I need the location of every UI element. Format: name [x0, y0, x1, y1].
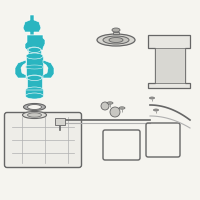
Ellipse shape	[97, 34, 135, 46]
Polygon shape	[148, 35, 190, 88]
Ellipse shape	[154, 109, 158, 111]
Polygon shape	[155, 48, 185, 83]
Ellipse shape	[27, 47, 41, 53]
Ellipse shape	[28, 53, 41, 58]
Ellipse shape	[150, 97, 154, 99]
Ellipse shape	[27, 75, 42, 80]
Ellipse shape	[107, 102, 113, 104]
Ellipse shape	[28, 47, 41, 52]
Polygon shape	[43, 60, 54, 78]
Ellipse shape	[24, 104, 46, 110]
Ellipse shape	[119, 107, 125, 109]
Ellipse shape	[26, 53, 43, 59]
Ellipse shape	[28, 104, 42, 110]
Ellipse shape	[26, 87, 44, 93]
Ellipse shape	[28, 113, 42, 117]
Polygon shape	[26, 90, 44, 99]
Ellipse shape	[109, 38, 123, 43]
Ellipse shape	[103, 36, 129, 44]
Ellipse shape	[26, 93, 44, 99]
Polygon shape	[15, 60, 26, 78]
FancyBboxPatch shape	[4, 112, 82, 168]
Bar	[27, 78, 42, 90]
Bar	[26, 56, 43, 78]
Ellipse shape	[110, 107, 120, 117]
Ellipse shape	[26, 75, 43, 81]
Ellipse shape	[26, 65, 44, 69]
Polygon shape	[25, 35, 45, 50]
Polygon shape	[23, 15, 41, 35]
Bar	[28, 50, 41, 56]
Ellipse shape	[22, 112, 46, 118]
Polygon shape	[55, 118, 65, 125]
Ellipse shape	[112, 28, 120, 32]
Polygon shape	[113, 32, 119, 34]
Ellipse shape	[101, 102, 109, 110]
